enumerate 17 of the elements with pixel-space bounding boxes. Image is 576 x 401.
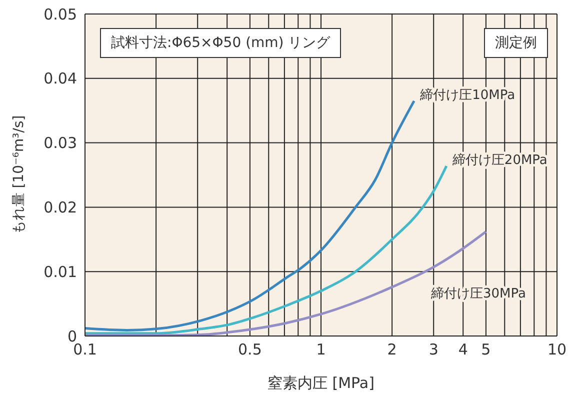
annotation: 測定例 bbox=[484, 28, 548, 58]
x-tick-label: 2 bbox=[387, 340, 397, 359]
y-tick-label: 0.02 bbox=[44, 198, 77, 217]
y-tick-label: 0.04 bbox=[44, 70, 77, 88]
x-tick-label: 10 bbox=[547, 340, 567, 359]
y-tick-label: 0.03 bbox=[44, 134, 77, 152]
annotation: 試料寸法:Φ65×Φ50 (mm) リング bbox=[100, 28, 342, 58]
x-tick-label: 0.1 bbox=[73, 340, 97, 359]
y-axis-title: もれ量 [10⁻⁶m³/s] bbox=[10, 115, 27, 235]
x-axis-title: 窒素内圧 [MPa] bbox=[268, 374, 374, 392]
x-tick-label: 5 bbox=[481, 340, 491, 359]
y-tick-label: 0.05 bbox=[44, 5, 77, 24]
x-tick-label: 3 bbox=[428, 340, 438, 359]
y-tick-label: 0.01 bbox=[44, 262, 77, 281]
x-tick-label: 1 bbox=[316, 340, 326, 359]
x-tick-label: 4 bbox=[458, 340, 468, 359]
x-tick-label: 0.5 bbox=[238, 340, 262, 359]
